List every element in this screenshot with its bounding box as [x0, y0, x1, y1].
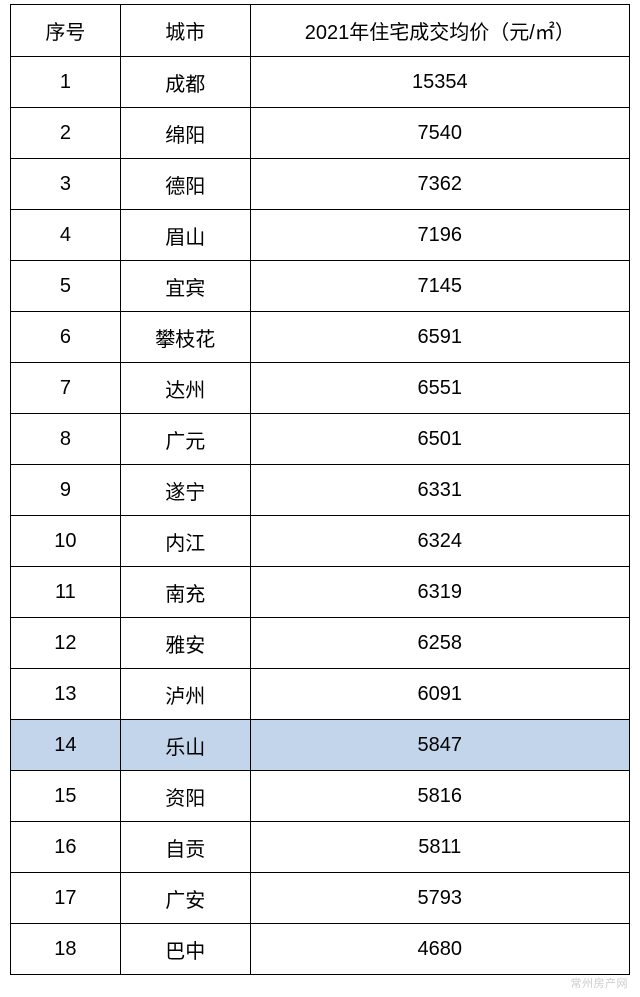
cell-city: 眉山	[120, 210, 250, 261]
col-header-price: 2021年住宅成交均价（元/㎡）	[250, 5, 629, 57]
table-body: 1成都15354 2绵阳7540 3德阳7362 4眉山7196 5宜宾7145…	[11, 57, 630, 975]
table-row: 17广安5793	[11, 873, 630, 924]
table-row: 13泸州6091	[11, 669, 630, 720]
cell-price: 6551	[250, 363, 629, 414]
table-header-row: 序号 城市 2021年住宅成交均价（元/㎡）	[11, 5, 630, 57]
table-row: 9遂宁6331	[11, 465, 630, 516]
cell-seq: 4	[11, 210, 121, 261]
cell-seq: 5	[11, 261, 121, 312]
cell-price: 5847	[250, 720, 629, 771]
cell-city: 乐山	[120, 720, 250, 771]
table-row: 16自贡5811	[11, 822, 630, 873]
cell-seq: 18	[11, 924, 121, 975]
cell-city: 德阳	[120, 159, 250, 210]
cell-price: 5811	[250, 822, 629, 873]
cell-price: 5816	[250, 771, 629, 822]
cell-price: 7362	[250, 159, 629, 210]
cell-price: 15354	[250, 57, 629, 108]
cell-price: 6258	[250, 618, 629, 669]
cell-city: 广元	[120, 414, 250, 465]
table-row: 6攀枝花6591	[11, 312, 630, 363]
cell-seq: 16	[11, 822, 121, 873]
table-row: 18巴中4680	[11, 924, 630, 975]
cell-seq: 14	[11, 720, 121, 771]
table-row: 1成都15354	[11, 57, 630, 108]
cell-seq: 10	[11, 516, 121, 567]
cell-seq: 3	[11, 159, 121, 210]
cell-price: 6324	[250, 516, 629, 567]
cell-seq: 11	[11, 567, 121, 618]
cell-city: 泸州	[120, 669, 250, 720]
cell-seq: 12	[11, 618, 121, 669]
cell-price: 6331	[250, 465, 629, 516]
cell-seq: 15	[11, 771, 121, 822]
cell-city: 宜宾	[120, 261, 250, 312]
cell-price: 7145	[250, 261, 629, 312]
cell-seq: 6	[11, 312, 121, 363]
cell-price: 7196	[250, 210, 629, 261]
cell-city: 达州	[120, 363, 250, 414]
cell-seq: 8	[11, 414, 121, 465]
cell-city: 资阳	[120, 771, 250, 822]
cell-seq: 1	[11, 57, 121, 108]
table-row: 11南充6319	[11, 567, 630, 618]
cell-city: 自贡	[120, 822, 250, 873]
cell-city: 遂宁	[120, 465, 250, 516]
table-row: 4眉山7196	[11, 210, 630, 261]
table-row: 7达州6551	[11, 363, 630, 414]
table-row: 8广元6501	[11, 414, 630, 465]
cell-seq: 2	[11, 108, 121, 159]
cell-price: 5793	[250, 873, 629, 924]
cell-city: 南充	[120, 567, 250, 618]
cell-price: 7540	[250, 108, 629, 159]
cell-city: 广安	[120, 873, 250, 924]
watermark-text: 常州房产网	[571, 975, 629, 991]
price-table: 序号 城市 2021年住宅成交均价（元/㎡） 1成都15354 2绵阳7540 …	[10, 4, 630, 975]
cell-seq: 9	[11, 465, 121, 516]
table-row: 5宜宾7145	[11, 261, 630, 312]
cell-city: 成都	[120, 57, 250, 108]
col-header-city: 城市	[120, 5, 250, 57]
cell-price: 6091	[250, 669, 629, 720]
cell-price: 6501	[250, 414, 629, 465]
table-row: 3德阳7362	[11, 159, 630, 210]
col-header-seq: 序号	[11, 5, 121, 57]
cell-seq: 13	[11, 669, 121, 720]
cell-city: 攀枝花	[120, 312, 250, 363]
cell-price: 6591	[250, 312, 629, 363]
cell-city: 雅安	[120, 618, 250, 669]
table-row: 12雅安6258	[11, 618, 630, 669]
table-row: 15资阳5816	[11, 771, 630, 822]
cell-city: 内江	[120, 516, 250, 567]
table-row-highlighted: 14乐山5847	[11, 720, 630, 771]
cell-seq: 7	[11, 363, 121, 414]
cell-city: 绵阳	[120, 108, 250, 159]
table-row: 2绵阳7540	[11, 108, 630, 159]
cell-seq: 17	[11, 873, 121, 924]
table-row: 10内江6324	[11, 516, 630, 567]
cell-city: 巴中	[120, 924, 250, 975]
cell-price: 4680	[250, 924, 629, 975]
cell-price: 6319	[250, 567, 629, 618]
